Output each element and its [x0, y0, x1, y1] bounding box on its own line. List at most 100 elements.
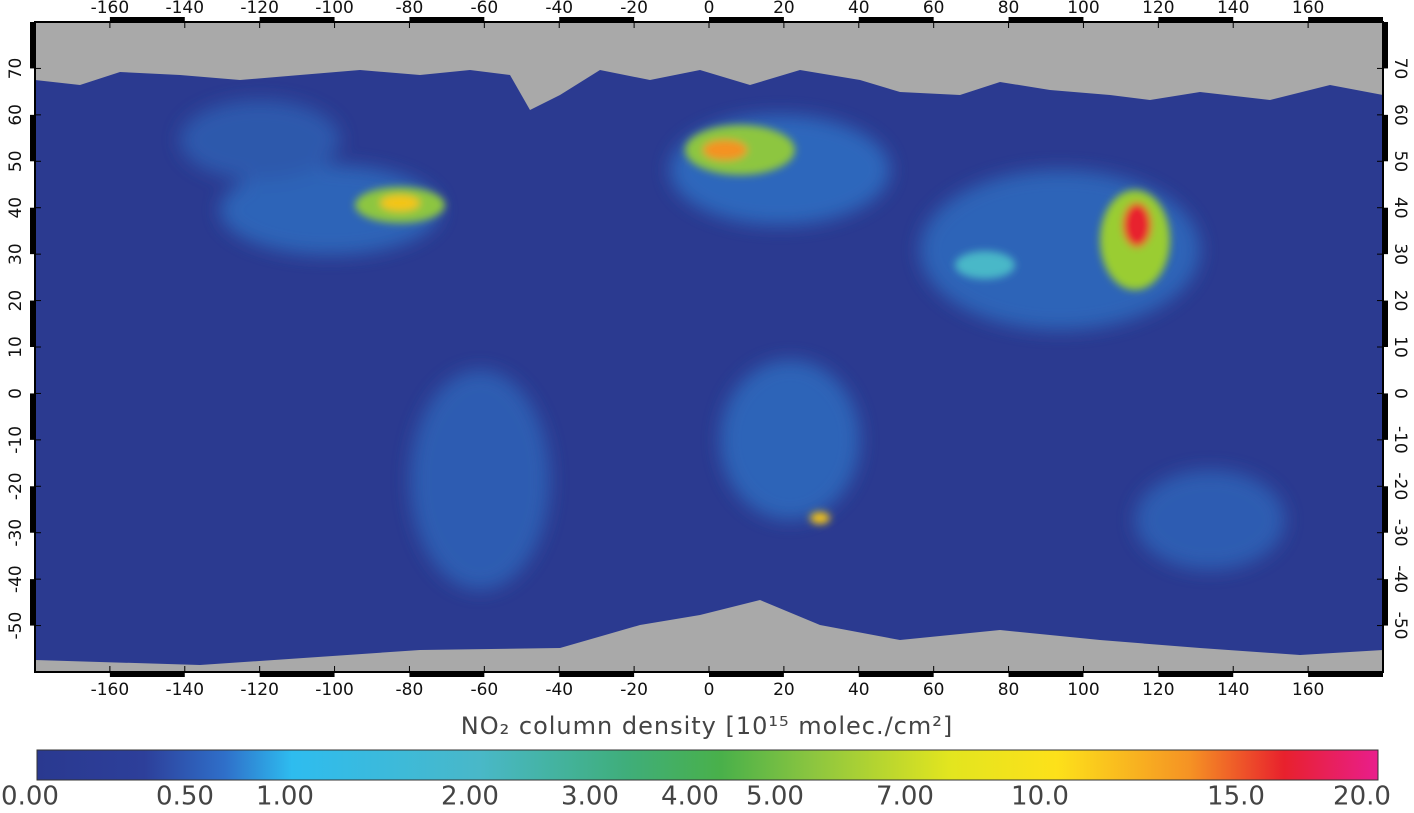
- frame-bar: [1383, 486, 1388, 533]
- frame-bar: [1308, 672, 1383, 677]
- frame-bar: [1383, 22, 1388, 69]
- x-tick-label: -80: [396, 680, 424, 700]
- x-tick-label: 60: [923, 0, 945, 18]
- x-tick-label: 100: [1067, 680, 1099, 700]
- x-tick-label: 0: [704, 680, 715, 700]
- x-tick-label: 100: [1067, 0, 1099, 18]
- frame-bar: [30, 207, 35, 255]
- y-tick-label: 0: [6, 388, 26, 399]
- x-tick-label: -80: [396, 0, 424, 18]
- x-tick-label: 40: [848, 680, 870, 700]
- no-data-arctic: [35, 22, 1383, 110]
- x-tick-label: -140: [165, 680, 204, 700]
- x-tick-label: 20: [773, 680, 795, 700]
- frame-bar: [1383, 300, 1388, 347]
- colorbar-tick-label: 5.00: [746, 782, 804, 810]
- colorbar-tick-label: 4.00: [661, 782, 719, 810]
- y-tick-label: 30: [1390, 243, 1410, 265]
- colorbar-tick-label: 0.00: [1, 782, 59, 810]
- x-tick-label: 140: [1217, 680, 1249, 700]
- frame-bar: [30, 22, 35, 69]
- colorbar-tick-label: 1.00: [256, 782, 314, 810]
- x-tick-label: -20: [620, 680, 648, 700]
- frame-bar: [409, 17, 485, 22]
- x-tick-label: 20: [773, 0, 795, 18]
- x-tick-label: -40: [545, 0, 573, 18]
- y-tick-label: -50: [1390, 612, 1410, 640]
- x-tick-label: 60: [923, 680, 945, 700]
- frame-bar: [109, 17, 185, 22]
- frame-bar: [1383, 114, 1388, 162]
- colorbar-tick-label: 0.50: [156, 782, 214, 810]
- colorbar-title: NO₂ column density [10¹⁵ molec./cm²]: [461, 712, 953, 740]
- frame-bar: [259, 17, 335, 22]
- x-tick-label: 120: [1142, 0, 1174, 18]
- y-tick-label: -40: [6, 565, 26, 593]
- x-tick-label: -140: [165, 0, 204, 18]
- frame-bar: [1308, 17, 1383, 22]
- x-tick-label: -100: [315, 0, 354, 18]
- frame-bar: [1158, 17, 1234, 22]
- no-data-antarctic: [35, 600, 1383, 672]
- frame-bar: [30, 393, 35, 440]
- x-tick-label: -160: [91, 0, 130, 18]
- y-tick-label: 60: [6, 104, 26, 126]
- frame-bar: [109, 672, 185, 677]
- y-tick-label: 50: [6, 150, 26, 172]
- y-tick-label: -20: [6, 472, 26, 500]
- y-tick-label: 10: [6, 336, 26, 358]
- frame-bar: [259, 672, 335, 677]
- colorbar-tick-label: 2.00: [441, 782, 499, 810]
- y-tick-label: -30: [1390, 519, 1410, 547]
- colorbar-tick-label: 20.0: [1333, 782, 1391, 810]
- y-tick-label: 20: [1390, 290, 1410, 312]
- y-tick-label: 30: [6, 243, 26, 265]
- frame-bar: [858, 17, 934, 22]
- frame-bar: [1008, 672, 1084, 677]
- y-tick-label: 60: [1390, 104, 1410, 126]
- x-tick-label: -60: [470, 0, 498, 18]
- x-tick-label: -40: [545, 680, 573, 700]
- x-tick-label: -100: [315, 680, 354, 700]
- colorbar-tick-label: 10.0: [1011, 782, 1069, 810]
- x-tick-label: 160: [1292, 680, 1324, 700]
- x-tick-label: 40: [848, 0, 870, 18]
- map: [34, 21, 1384, 673]
- x-tick-label: 0: [704, 0, 715, 18]
- frame-bar: [1383, 207, 1388, 255]
- x-tick-label: -20: [620, 0, 648, 18]
- frame-bar: [1383, 579, 1388, 626]
- frame-bar: [559, 672, 635, 677]
- frame-bar: [30, 114, 35, 162]
- frame-bar: [1158, 672, 1234, 677]
- x-tick-label: 120: [1142, 680, 1174, 700]
- frame-bar: [409, 672, 485, 677]
- x-tick-label: 160: [1292, 0, 1324, 18]
- y-tick-label: -40: [1390, 565, 1410, 593]
- y-tick-label: 10: [1390, 336, 1410, 358]
- x-tick-label: 140: [1217, 0, 1249, 18]
- y-tick-label: -20: [1390, 472, 1410, 500]
- y-tick-label: 0: [1390, 388, 1410, 399]
- x-tick-label: 80: [998, 0, 1020, 18]
- frame-bar: [858, 672, 934, 677]
- x-tick-label: -120: [240, 0, 279, 18]
- y-tick-label: 20: [6, 290, 26, 312]
- y-tick-label: 70: [1390, 58, 1410, 80]
- colorbar: [36, 749, 1379, 781]
- y-tick-label: -50: [6, 612, 26, 640]
- hotspots: [355, 125, 1170, 524]
- y-tick-label: 40: [6, 197, 26, 219]
- frame-bar: [1383, 393, 1388, 440]
- y-tick-label: 70: [6, 58, 26, 80]
- y-tick-label: -10: [1390, 426, 1410, 454]
- x-tick-label: 80: [998, 680, 1020, 700]
- colorbar-tick-label: 7.00: [876, 782, 934, 810]
- frame-bar: [30, 579, 35, 626]
- y-tick-label: 50: [1390, 150, 1410, 172]
- frame-bar: [1008, 17, 1084, 22]
- x-tick-label: -120: [240, 680, 279, 700]
- y-tick-label: -30: [6, 519, 26, 547]
- frame-bar: [30, 300, 35, 347]
